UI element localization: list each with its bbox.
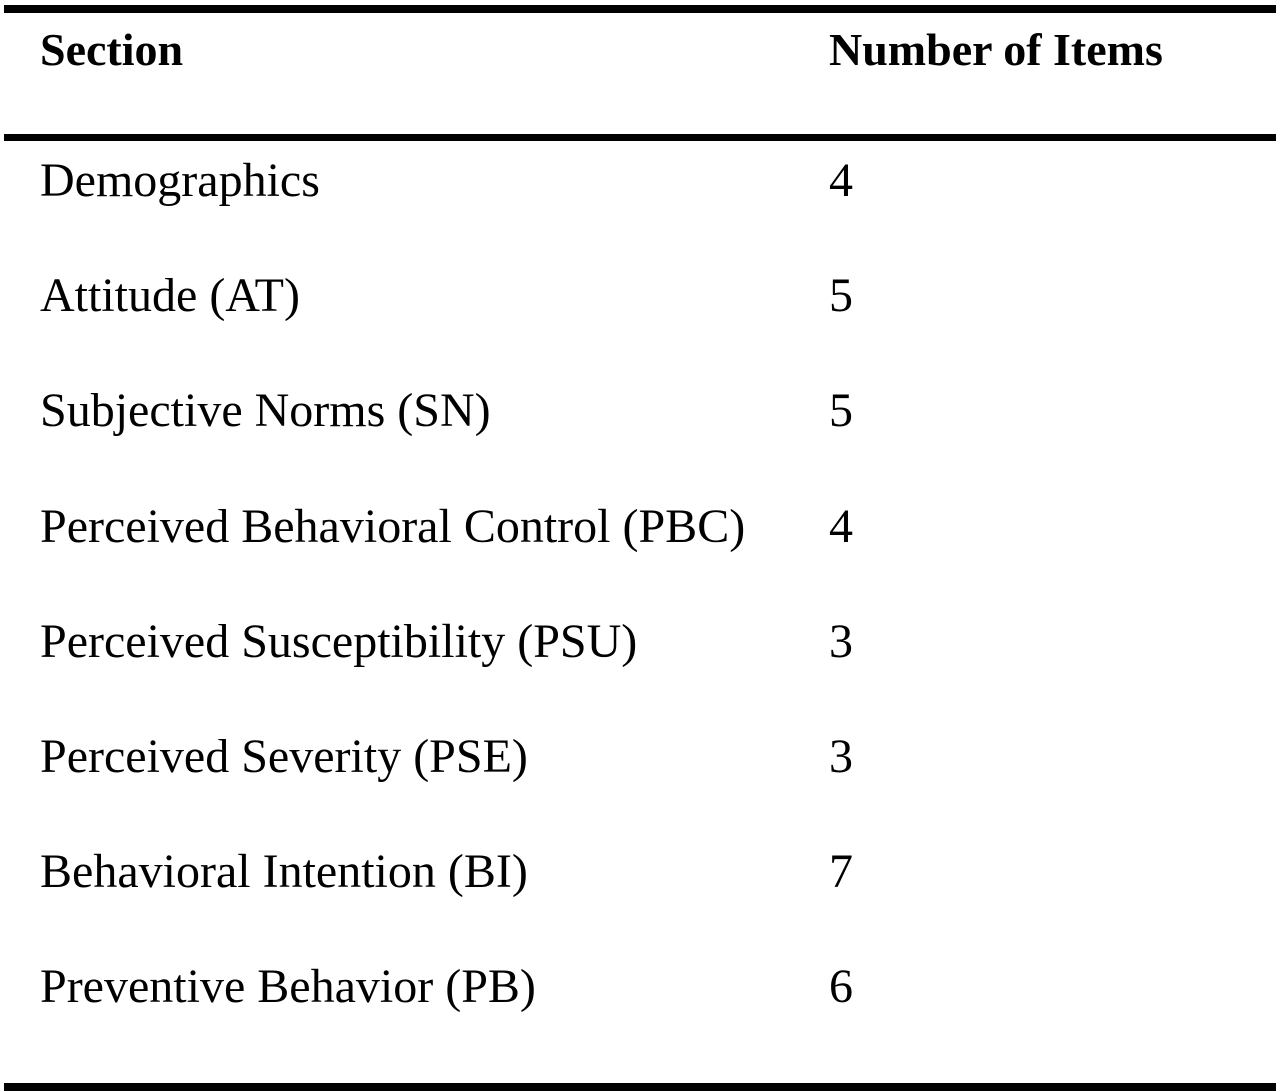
header-section: Section xyxy=(40,24,184,75)
row-section: Perceived Behavioral Control (PBC) xyxy=(40,499,746,553)
table-header-rule xyxy=(4,134,1276,141)
table-header-row: Section Number of Items xyxy=(4,13,1276,134)
table-row: Behavioral Intention (BI) 7 xyxy=(4,840,1276,955)
table-top-rule xyxy=(4,5,1276,13)
row-count: 6 xyxy=(829,960,853,1014)
row-section: Attitude (AT) xyxy=(40,269,300,323)
table-body: Demographics 4 Attitude (AT) 5 Subjectiv… xyxy=(4,141,1276,1083)
row-section: Behavioral Intention (BI) xyxy=(40,845,528,899)
table-row: Subjective Norms (SN) 5 xyxy=(4,379,1276,494)
row-section: Preventive Behavior (PB) xyxy=(40,960,536,1014)
row-section: Perceived Severity (PSE) xyxy=(40,729,528,783)
row-count: 5 xyxy=(829,384,853,438)
row-count: 7 xyxy=(829,845,853,899)
row-count: 4 xyxy=(829,154,853,207)
header-number-of-items: Number of Items xyxy=(829,24,1163,75)
table-row: Perceived Behavioral Control (PBC) 4 xyxy=(4,495,1276,610)
table-bottom-rule xyxy=(4,1082,1276,1091)
row-count: 3 xyxy=(829,614,853,668)
row-section: Perceived Susceptibility (PSU) xyxy=(40,614,638,668)
row-section: Subjective Norms (SN) xyxy=(40,384,491,438)
row-count: 3 xyxy=(829,729,853,783)
table-row: Attitude (AT) 5 xyxy=(4,264,1276,379)
table-row: Preventive Behavior (PB) 6 xyxy=(4,955,1276,1070)
table-row: Demographics 4 xyxy=(4,149,1276,264)
row-count: 5 xyxy=(829,269,853,323)
table-row: Perceived Susceptibility (PSU) 3 xyxy=(4,610,1276,725)
row-count: 4 xyxy=(829,499,853,553)
items-table: Section Number of Items Demographics 4 A… xyxy=(4,5,1276,1091)
table-row: Perceived Severity (PSE) 3 xyxy=(4,725,1276,840)
row-section: Demographics xyxy=(40,154,320,207)
